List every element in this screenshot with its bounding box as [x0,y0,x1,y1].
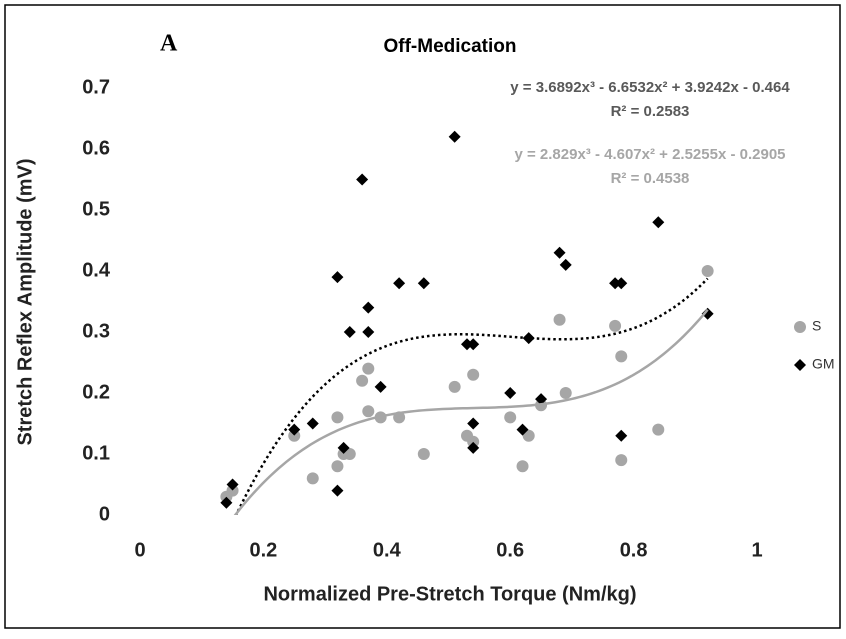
x-tick-label: 0.2 [249,539,277,561]
x-tick-label: 0.8 [620,539,648,561]
y-tick-label: 0 [99,503,110,525]
point [609,277,622,290]
point [535,393,548,406]
trendline-equation: y = 3.6892x³ - 6.6532x² + 3.9242x - 0.46… [510,79,790,96]
legend-label: GM [812,356,835,372]
point [288,429,301,442]
point [504,387,517,399]
point [461,338,474,351]
point [559,258,572,271]
y-tick-label: 0.6 [82,137,110,159]
point [362,362,375,375]
trendline [233,308,709,515]
point [331,484,344,497]
point [448,380,461,393]
point [417,277,430,290]
legend-marker [794,359,806,371]
point [467,368,480,381]
point [467,338,480,351]
point [331,411,344,424]
point [343,448,356,460]
point [362,326,375,338]
point [374,380,387,393]
point [343,326,356,338]
trendline [234,277,709,515]
point [362,301,375,314]
frame [4,4,841,629]
y-tick-label: 0.7 [82,76,110,98]
x-axis-title: Normalized Pre-Stretch Torque (Nm/kg) [263,583,636,605]
point [467,441,480,454]
point [652,216,665,229]
point [337,441,350,454]
point [615,454,628,467]
y-tick-label: 0.5 [82,198,110,220]
y-tick-label: 0.1 [82,442,110,464]
point [331,460,344,473]
point [288,423,301,436]
point [226,484,239,497]
point [652,423,665,436]
x-tick-label: 0 [134,539,145,561]
point [467,435,480,448]
chart-title: Off-Medication [384,36,517,57]
point [393,277,406,290]
point [615,277,628,290]
trendline-equation: y = 2.829x³ - 4.607x² + 2.5255x - 0.2905 [514,146,785,163]
y-tick-label: 0.2 [82,381,110,403]
trendline-r2: R² = 0.4538 [611,170,690,187]
point [522,332,535,345]
point [701,265,714,277]
point [615,429,628,442]
x-tick-label: 0.6 [496,539,524,561]
point [362,405,375,418]
y-axis-title: Stretch Reflex Amplitude (mV) [14,158,36,445]
point [306,472,319,485]
legend-label: S [812,318,821,334]
point [448,130,461,143]
legend-marker [794,321,806,333]
point [356,374,369,387]
x-tick-label: 0.4 [373,539,402,561]
point [417,448,430,460]
point [516,423,529,436]
point [356,173,369,186]
point [553,313,566,326]
point [331,271,344,284]
point [467,417,480,430]
point [220,496,233,509]
point [306,417,319,430]
point [615,350,628,363]
panel-label: A [160,31,178,57]
point [609,319,622,332]
trendline-r2: R² = 0.2583 [611,103,690,120]
trendlines [233,277,709,515]
point [226,478,239,491]
x-tick-label: 1 [751,539,762,561]
y-tick-label: 0.4 [82,259,111,281]
y-tick-label: 0.3 [82,320,110,342]
point [516,460,529,473]
point [522,429,535,442]
point [504,411,517,424]
point [559,387,572,399]
point [701,307,714,320]
point [553,246,566,259]
